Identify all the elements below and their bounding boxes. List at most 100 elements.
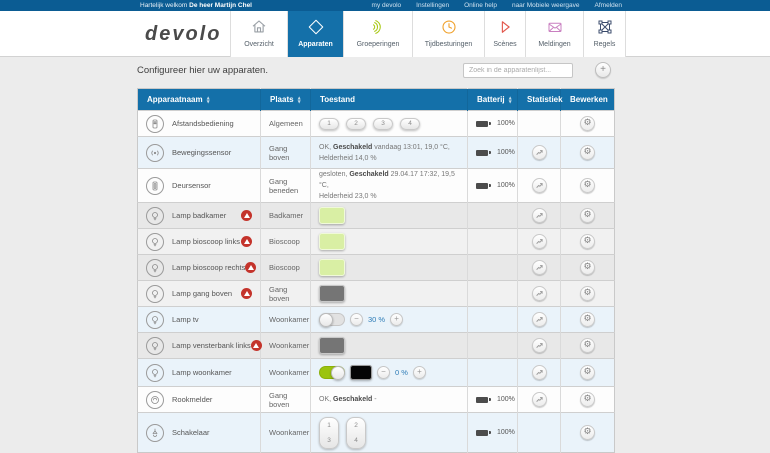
device-name: Rookmelder: [172, 395, 213, 404]
scene-button-3[interactable]: 3: [373, 117, 393, 130]
color-swatch[interactable]: [319, 207, 345, 224]
header-plaats[interactable]: Plaats ▲ ▼: [260, 88, 311, 111]
statistics-button[interactable]: [531, 392, 547, 407]
gear-icon: ⚙: [583, 427, 592, 437]
battery-icon: [476, 396, 491, 403]
gear-icon: ⚙: [583, 236, 592, 246]
color-swatch[interactable]: [350, 365, 372, 380]
tab-regels[interactable]: Regels: [584, 11, 626, 57]
scene-button-4[interactable]: 4: [400, 117, 420, 130]
power-toggle[interactable]: [319, 313, 345, 327]
scene-button-2[interactable]: 2: [346, 117, 366, 130]
link-online-help[interactable]: Online help: [464, 2, 497, 9]
statistics-button[interactable]: [531, 178, 547, 193]
edit-button[interactable]: ⚙: [580, 145, 595, 160]
edit-button[interactable]: ⚙: [580, 208, 595, 223]
battery-icon: [476, 120, 491, 127]
link-instellingen[interactable]: Instellingen: [416, 2, 450, 9]
statistics-button[interactable]: [531, 208, 547, 223]
device-place: Gang boven: [269, 390, 290, 409]
bulb-icon: [146, 258, 164, 277]
color-swatch[interactable]: [319, 259, 345, 276]
welcome-text: Hartelijk welkom De heer Martijn Chel: [140, 2, 252, 9]
device-name: Lamp bioscoop rechts: [172, 263, 246, 272]
tab-scenes[interactable]: Scènes: [485, 11, 526, 57]
battery-value: 100%: [497, 396, 515, 403]
device-name: Bewegingssensor: [172, 148, 232, 157]
device-table: Apparaatnaam ▲ ▼ Plaats ▲ ▼ Toestand Batteri…: [137, 88, 615, 453]
dim-value: 30 %: [368, 315, 386, 324]
device-name: Lamp gang boven: [172, 289, 233, 298]
tab-groeperingen[interactable]: Groeperingen: [344, 11, 413, 57]
device-place: Badkamer: [269, 211, 304, 220]
statistics-button[interactable]: [531, 234, 547, 249]
table-row: Lamp bioscoop links Bioscoop ⚙: [137, 228, 615, 255]
link-my-devolo[interactable]: my devolo: [371, 2, 402, 9]
device-name: Lamp vensterbank links: [172, 341, 251, 350]
device-state: OK, Geschakeld vandaag 13:01, 19,0 °C, He…: [319, 143, 450, 162]
bulb-icon: [146, 232, 164, 251]
statistics-button[interactable]: [531, 260, 547, 275]
nav-bar: devolo Overzicht Apparaten Groeperingen …: [0, 11, 770, 57]
color-swatch[interactable]: [319, 285, 345, 302]
header-apparaatnaam[interactable]: Apparaatnaam ▲ ▼: [137, 88, 261, 111]
gear-icon: ⚙: [583, 262, 592, 272]
device-state: gesloten, Geschakeld 29.04.17 17:32, 19,…: [319, 171, 455, 200]
battery-value: 100%: [497, 429, 515, 436]
edit-button[interactable]: ⚙: [580, 425, 595, 440]
warning-icon: [245, 262, 257, 273]
edit-button[interactable]: ⚙: [580, 365, 595, 380]
house-icon: [249, 16, 269, 38]
tab-overzicht[interactable]: Overzicht: [231, 11, 288, 57]
motion-sensor-icon: [146, 143, 164, 162]
table-row: Lamp badkamer Badkamer ⚙: [137, 202, 615, 229]
chart-icon: [535, 291, 543, 296]
edit-button[interactable]: ⚙: [580, 178, 595, 193]
gear-icon: ⚙: [583, 288, 592, 298]
play-icon: [495, 16, 515, 38]
search-input[interactable]: [463, 63, 573, 78]
dim-plus-button[interactable]: +: [390, 313, 404, 326]
link-afmelden[interactable]: Afmelden: [594, 2, 622, 9]
device-place: Woonkamer: [269, 315, 310, 324]
edit-button[interactable]: ⚙: [580, 312, 595, 327]
statistics-button[interactable]: [531, 145, 547, 160]
color-swatch[interactable]: [319, 233, 345, 250]
edit-button[interactable]: ⚙: [580, 338, 595, 353]
edit-button[interactable]: ⚙: [580, 286, 595, 301]
edit-button[interactable]: ⚙: [580, 234, 595, 249]
tab-meldingen[interactable]: Meldingen: [526, 11, 584, 57]
add-device-button[interactable]: +: [595, 62, 611, 78]
edit-button[interactable]: ⚙: [580, 260, 595, 275]
tab-apparaten[interactable]: Apparaten: [288, 11, 344, 57]
scene-button-1[interactable]: 1: [319, 117, 339, 130]
link-mobiele-weergave[interactable]: naar Mobiele weergave: [511, 2, 580, 9]
statistics-button[interactable]: [531, 286, 547, 301]
page-title: Configureer hier uw apparaten.: [137, 65, 268, 76]
statistics-button[interactable]: [531, 338, 547, 353]
power-toggle[interactable]: [319, 366, 345, 380]
gear-icon: ⚙: [583, 210, 592, 220]
tab-tijdbesturingen[interactable]: Tijdbesturingen: [413, 11, 485, 57]
statistics-button[interactable]: [531, 312, 547, 327]
device-name: Lamp woonkamer: [172, 368, 232, 377]
dim-minus-button[interactable]: −: [350, 313, 363, 326]
dim-plus-button[interactable]: +: [412, 366, 426, 379]
header-batterij[interactable]: Batterij ▲ ▼: [467, 88, 518, 111]
edit-button[interactable]: ⚙: [580, 392, 595, 407]
battery-icon: [476, 429, 491, 436]
bulb-icon: [146, 363, 164, 382]
chart-icon: [535, 150, 543, 155]
chart-icon: [535, 213, 543, 218]
bulb-icon: [146, 284, 164, 303]
warning-icon: [241, 236, 252, 247]
table-row: Lamp gang boven Gang boven ⚙: [137, 280, 615, 307]
dim-minus-button[interactable]: −: [377, 366, 390, 379]
arcs-icon: [368, 16, 388, 38]
color-swatch[interactable]: [319, 337, 345, 354]
edit-button[interactable]: ⚙: [580, 116, 595, 131]
statistics-button[interactable]: [531, 365, 547, 380]
